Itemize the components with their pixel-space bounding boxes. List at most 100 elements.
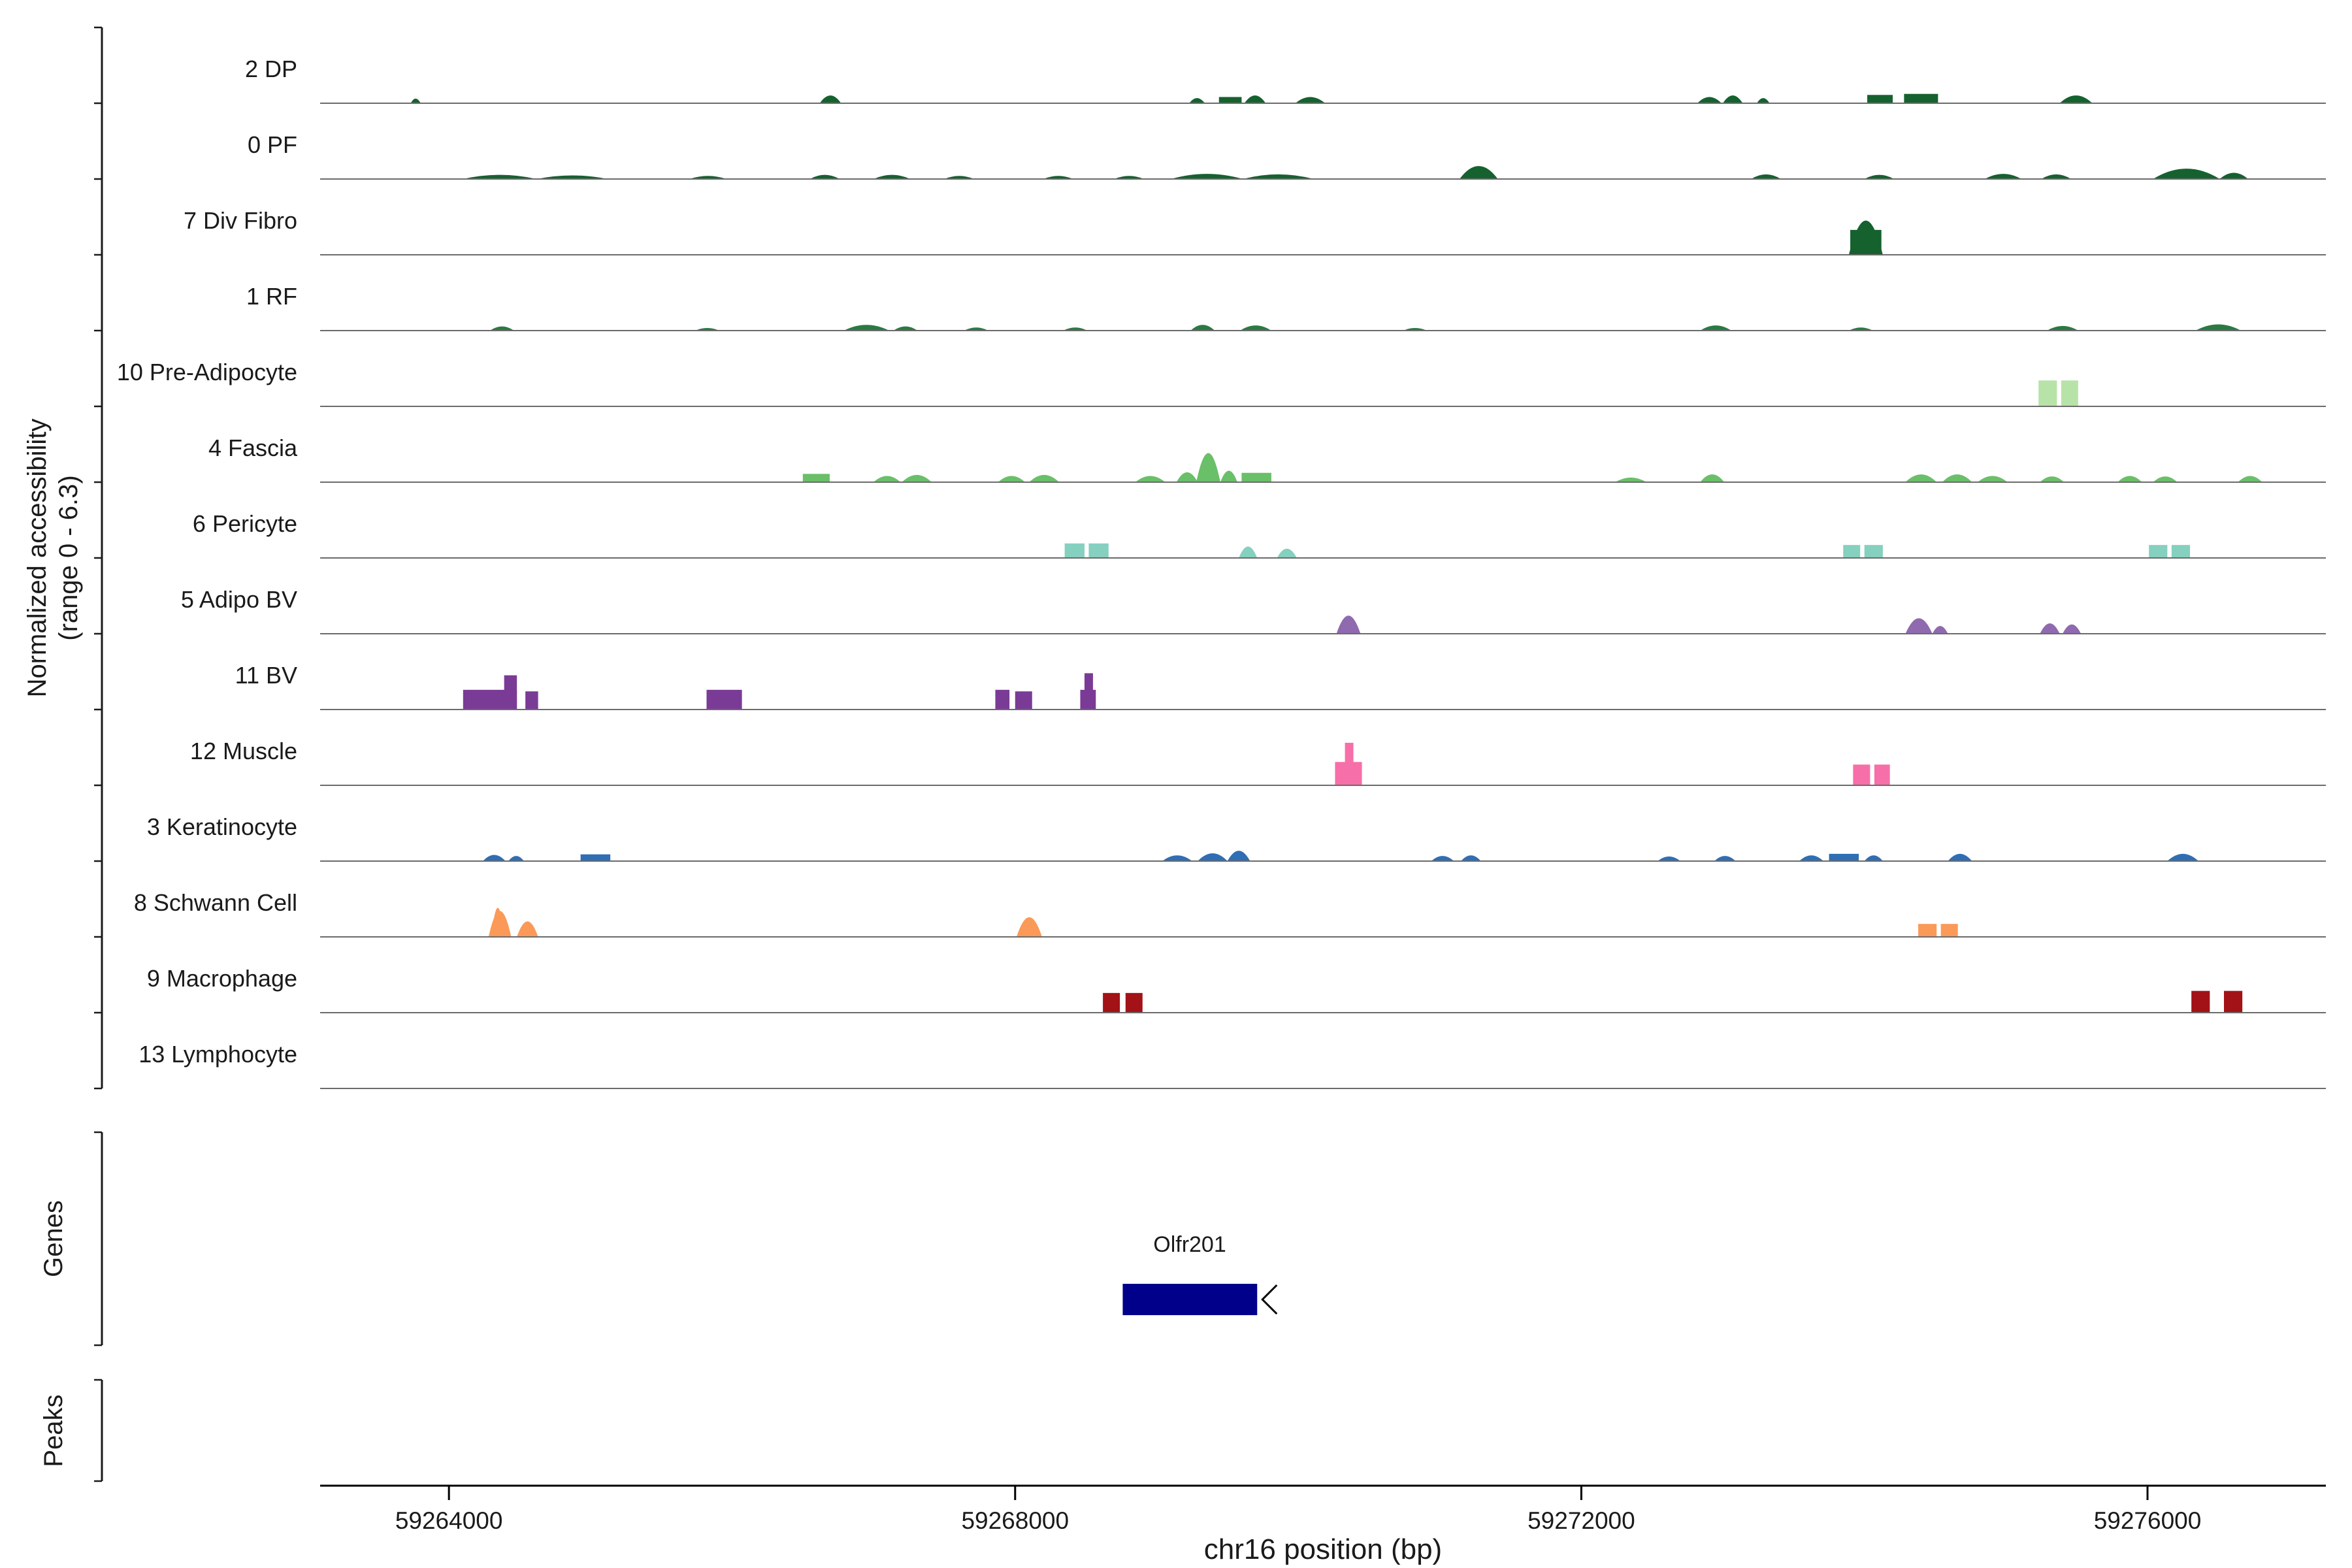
signal-bump (1697, 97, 1722, 103)
x-axis-tick-label: 59268000 (961, 1507, 1069, 1534)
signal-bump (410, 98, 421, 103)
signal-bump (2153, 476, 2178, 482)
track-row-0-pf: 0 PF (248, 131, 2326, 180)
signal-bump (2063, 624, 2082, 634)
signal-peak (1084, 673, 1093, 710)
x-axis-tick-label: 59276000 (2094, 1507, 2202, 1534)
track-label: 3 Keratinocyte (147, 813, 297, 840)
signal-bump (463, 174, 537, 179)
signal-peak (1064, 543, 1085, 558)
signal-bump (1243, 174, 1314, 179)
signal-bump (1135, 476, 1166, 482)
signal-bump (843, 325, 889, 331)
signal-bump (1658, 856, 1681, 861)
signal-peak (706, 689, 742, 710)
signal-bump (893, 326, 918, 331)
signal-bump (1063, 327, 1088, 331)
track-label: 11 BV (235, 662, 297, 689)
signal-peak (1904, 93, 1938, 103)
signal-bump (1171, 174, 1243, 179)
signal-bump (1240, 325, 1271, 331)
signal-bump (1757, 98, 1770, 103)
signal-bump (1277, 548, 1297, 558)
signal-bump (1799, 855, 1823, 861)
track-label: 10 Pre-Adipocyte (117, 359, 297, 385)
signal-bump (1220, 470, 1237, 482)
track-label: 2 DP (245, 56, 297, 82)
signal-bump (998, 476, 1025, 482)
signal-bump (1196, 453, 1220, 482)
track-label: 8 Schwann Cell (134, 889, 297, 916)
signal-bump (1700, 325, 1732, 331)
signal-bump (1905, 618, 1933, 634)
signal-bump (1162, 855, 1192, 861)
signal-bump (1016, 917, 1042, 937)
signal-peak (2224, 990, 2243, 1013)
track-row-3-keratinocyte: 3 Keratinocyte (147, 813, 2326, 862)
signal-peak (1125, 992, 1143, 1013)
track-label: 4 Fascia (208, 434, 298, 461)
signal-bump (1029, 474, 1059, 482)
signal-bump (1114, 176, 1144, 179)
signal-peak (1241, 472, 1271, 482)
signal-bump (508, 856, 524, 861)
signal-bump (874, 174, 911, 179)
track-row-11-bv: 11 BV (235, 662, 2326, 710)
peaks-section-label: Peaks (39, 1394, 68, 1467)
signal-bump (1848, 327, 1873, 331)
signal-peak (1874, 764, 1890, 785)
signal-peak (1088, 543, 1109, 558)
signal-peak (995, 689, 1010, 710)
signal-bump (874, 476, 901, 482)
axis-brackets-layer (94, 26, 103, 1482)
x-axis-layer: 59264000 59268000 59272000 59276000 (320, 1484, 2326, 1534)
signal-bump (1227, 851, 1250, 861)
track-row-4-fascia: 4 Fascia (208, 434, 2326, 483)
signal-peak (2191, 990, 2210, 1013)
signal-bump (1723, 95, 1743, 103)
signal-bump (689, 176, 727, 179)
signal-bump (1176, 472, 1198, 482)
signal-bump (1295, 97, 1326, 103)
signal-peak (1103, 992, 1120, 1013)
signal-bump (1848, 220, 1883, 255)
signal-bump (2167, 853, 2199, 861)
signal-bump (1043, 176, 1073, 179)
gene-strand-arrow-left (1261, 1284, 1278, 1315)
signal-peak (1853, 764, 1870, 785)
signal-peak (1843, 545, 1861, 558)
signal-peak (1864, 545, 1883, 558)
signal-bump (902, 474, 932, 482)
track-label: 13 Lymphocyte (139, 1041, 297, 1068)
signal-bump (2219, 172, 2248, 179)
signal-bump (2117, 476, 2142, 482)
signal-bump (1615, 477, 1647, 482)
x-axis-title: chr16 position (bp) (1204, 1533, 1442, 1565)
signal-bump (1700, 474, 1725, 482)
signal-peak (1867, 95, 1893, 103)
track-label: 5 Adipo BV (181, 586, 297, 613)
signal-bump (1244, 95, 1266, 103)
signal-bump (964, 327, 988, 331)
track-label: 1 RF (246, 283, 297, 310)
signal-bump (1189, 98, 1205, 103)
signal-bump (1864, 174, 1895, 179)
signal-bump (1948, 853, 1972, 861)
signal-peak (2171, 545, 2191, 558)
signal-bump (489, 326, 514, 331)
signal-bump (944, 176, 974, 179)
signal-bump (2040, 476, 2065, 482)
signal-peak (1218, 97, 1242, 103)
genes-section-label: Genes (39, 1200, 68, 1277)
track-label: 9 Macrophage (147, 965, 297, 992)
signal-peak (802, 474, 830, 482)
signal-bump (2040, 623, 2060, 634)
signal-peak (2038, 380, 2057, 406)
signal-bump (1460, 166, 1498, 179)
signal-bump (1864, 855, 1883, 861)
track-label: 6 Pericyte (193, 510, 297, 537)
track-row-7-div-fibro: 7 Div Fibro (184, 207, 2326, 255)
signal-bump (2047, 325, 2078, 331)
track-label: 7 Div Fibro (184, 207, 297, 234)
